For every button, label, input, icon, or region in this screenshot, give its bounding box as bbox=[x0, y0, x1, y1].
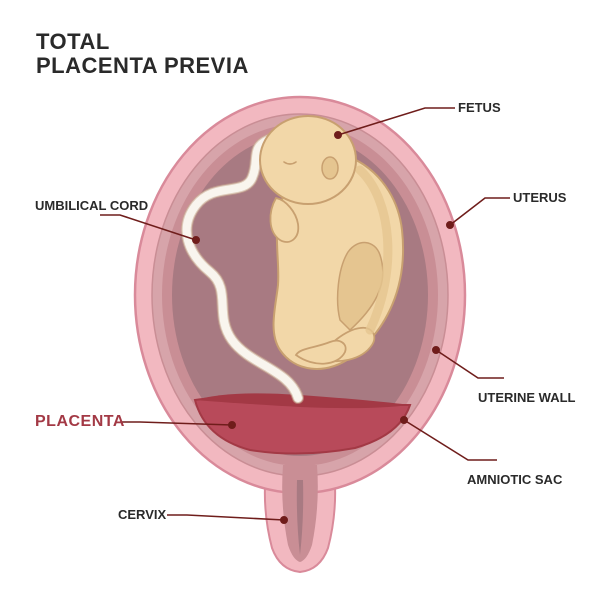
label-uterine-wall: UTERINE WALL bbox=[478, 390, 576, 405]
label-uterus: UTERUS bbox=[513, 190, 566, 205]
label-amniotic-sac: AMNIOTIC SAC bbox=[467, 472, 562, 487]
label-umbilical-cord: UMBILICAL CORD bbox=[35, 198, 135, 213]
label-placenta: PLACENTA bbox=[35, 413, 125, 431]
label-fetus: FETUS bbox=[458, 100, 501, 115]
anatomy-diagram bbox=[0, 0, 600, 600]
label-cervix: CERVIX bbox=[118, 507, 166, 522]
